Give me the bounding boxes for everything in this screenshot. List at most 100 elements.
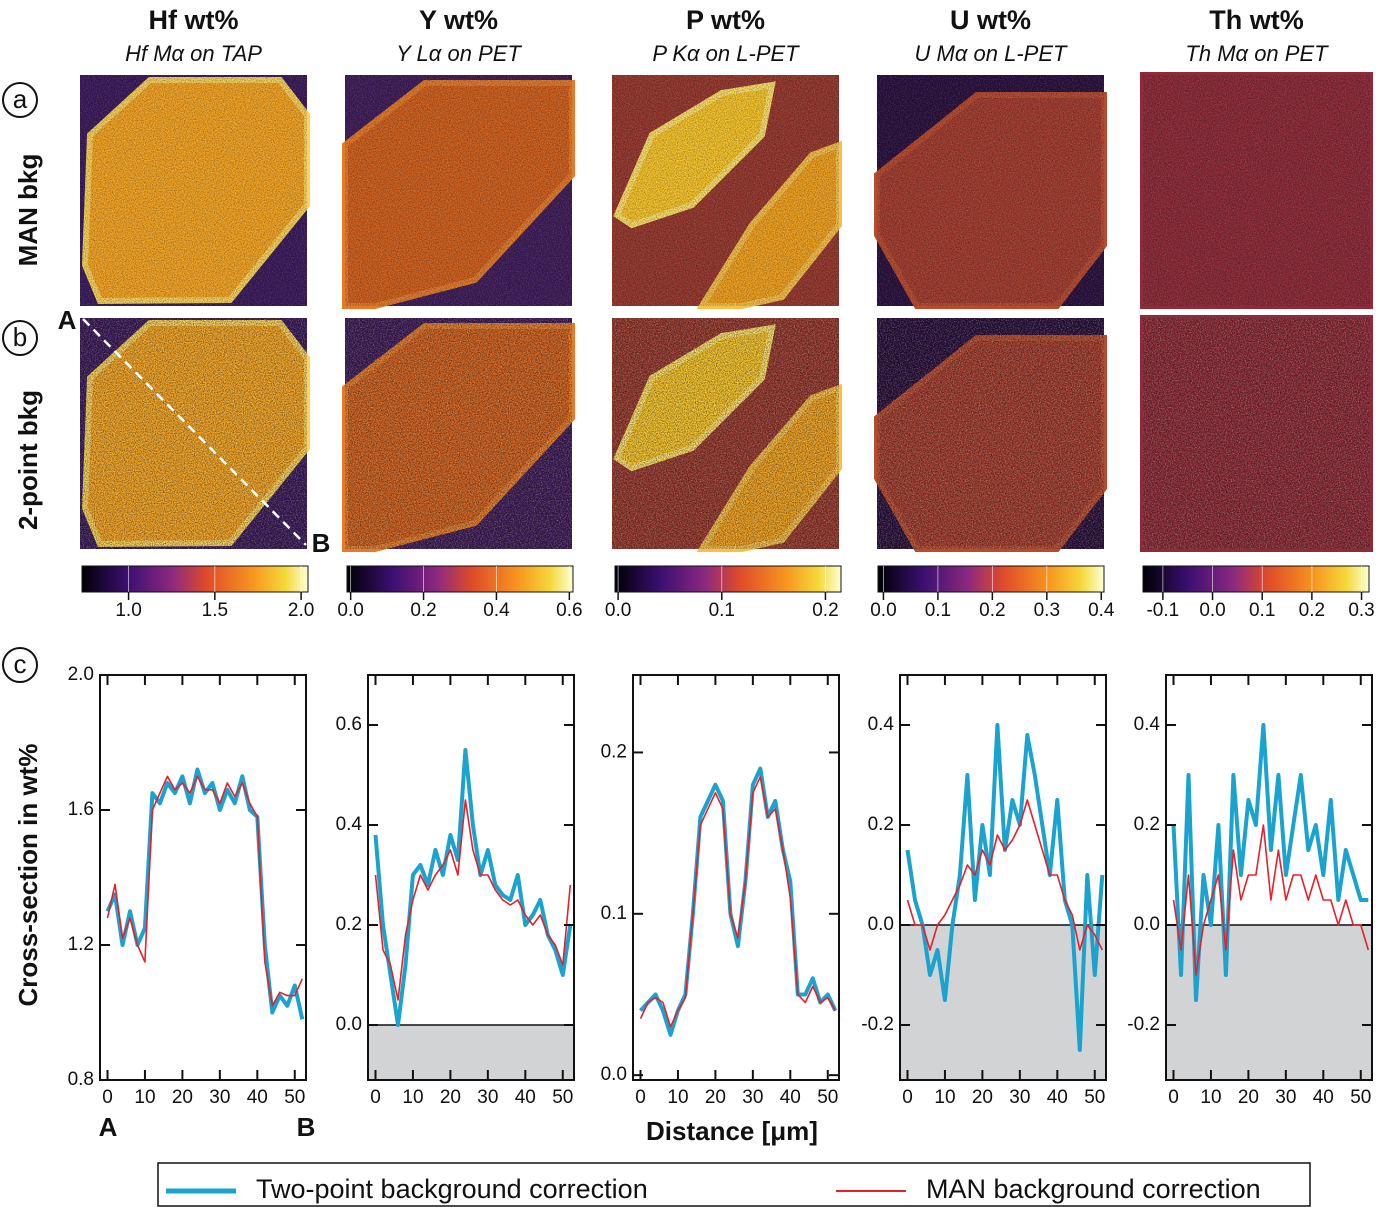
profile-start: A xyxy=(99,1112,118,1142)
colorbar-tick-label: 0.0 xyxy=(1199,600,1225,621)
series-line xyxy=(105,767,305,1020)
x-tick-label: 40 xyxy=(515,1087,536,1108)
series-line xyxy=(639,766,838,1037)
colorbar-tick-label: 0.3 xyxy=(1348,600,1374,621)
x-tick-label: 30 xyxy=(477,1087,498,1108)
x-tick-label: 0 xyxy=(902,1087,913,1108)
y-tick-label: -0.2 xyxy=(1127,1014,1160,1035)
y-axis-label: Cross-section in wt% xyxy=(13,744,43,1007)
legend-label: Two-point background correction xyxy=(256,1174,648,1204)
map-noise-light xyxy=(877,75,1104,306)
y-tick-label: 0.4 xyxy=(336,814,363,835)
y-tick-label: 0.1 xyxy=(601,903,627,924)
x-tick-label: 30 xyxy=(209,1087,230,1108)
colorbar-tick-label: 1.5 xyxy=(202,600,228,621)
letter-circle xyxy=(2,82,38,118)
colorbar-tick-label: 0.4 xyxy=(483,600,510,621)
x-tick-label: 50 xyxy=(817,1087,838,1108)
colorbar-tick-label: 0.1 xyxy=(1249,600,1275,621)
x-tick-label: 10 xyxy=(667,1087,688,1108)
element-map xyxy=(342,318,575,552)
x-tick-label: 20 xyxy=(440,1087,461,1108)
column-title: Y wt% xyxy=(419,5,498,35)
colorbar-tick-label: 0.1 xyxy=(925,600,951,621)
y-tick-label: 0.2 xyxy=(868,814,894,835)
x-tick-label: 0 xyxy=(1168,1087,1179,1108)
colorbar-tick-label: 0.6 xyxy=(556,600,582,621)
colorbar-tick-label: 0.1 xyxy=(709,600,735,621)
x-tick-label: 30 xyxy=(742,1087,763,1108)
colorbar-tick-label: 0.2 xyxy=(812,600,838,621)
x-tick-label: 10 xyxy=(402,1087,423,1108)
colorbar-tick-label: -0.1 xyxy=(1146,600,1179,621)
y-tick-label: 0.0 xyxy=(1134,914,1160,935)
x-tick-label: 40 xyxy=(1047,1087,1068,1108)
map-noise-light xyxy=(80,318,307,549)
y-tick-label: 1.6 xyxy=(68,799,94,820)
colorbar xyxy=(346,565,574,593)
column-subtitle: Hf Mα on TAP xyxy=(125,41,262,66)
colorbar-tick-label: 0.2 xyxy=(979,600,1005,621)
profile-line: A B xyxy=(58,305,331,558)
map-noise-light xyxy=(80,75,307,306)
legend-label: MAN background correction xyxy=(926,1174,1261,1204)
x-tick-label: 20 xyxy=(172,1087,193,1108)
y-tick-label: 0.2 xyxy=(1134,814,1160,835)
x-tick-label: 0 xyxy=(635,1087,646,1108)
panel-letter: c xyxy=(14,649,27,679)
map-noise-light xyxy=(1143,318,1370,549)
profile-start: A xyxy=(58,305,77,335)
row-label: 2-point bkg xyxy=(13,390,43,530)
colorbar-tick-label: 0.2 xyxy=(410,600,436,621)
map-noise-light xyxy=(345,75,572,306)
column-title: U wt% xyxy=(950,5,1031,35)
element-map xyxy=(80,75,310,306)
negative-region xyxy=(900,925,1106,1080)
column-subtitle: P Kα on L-PET xyxy=(652,41,800,66)
element-map xyxy=(874,318,1107,552)
x-tick-label: 30 xyxy=(1275,1087,1296,1108)
column-title: Th wt% xyxy=(1209,5,1304,35)
x-axis-label: Distance [μm] xyxy=(646,1116,818,1146)
y-tick-label: 0.4 xyxy=(1134,714,1161,735)
x-tick-label: 40 xyxy=(1313,1087,1334,1108)
negative-region xyxy=(368,1025,574,1080)
column-subtitle: U Mα on L-PET xyxy=(915,41,1068,66)
colorbar xyxy=(614,565,842,593)
colorbar-tick-label: 1.0 xyxy=(115,600,141,621)
x-tick-label: 10 xyxy=(1200,1087,1221,1108)
profile-end: B xyxy=(297,1112,316,1142)
y-tick-label: 2.0 xyxy=(68,664,94,685)
x-tick-label: 20 xyxy=(1238,1087,1259,1108)
letter-circle xyxy=(2,320,38,356)
x-tick-label: 40 xyxy=(780,1087,801,1108)
colorbar-tick-label: 0.0 xyxy=(870,600,896,621)
x-tick-label: 0 xyxy=(370,1087,381,1108)
y-tick-label: 1.2 xyxy=(68,934,94,955)
x-tick-label: 0 xyxy=(102,1087,113,1108)
series-line xyxy=(373,748,573,1027)
letter-circle xyxy=(2,647,38,683)
profile-end: B xyxy=(312,528,331,558)
y-tick-label: 0.2 xyxy=(601,741,627,762)
x-tick-label: 50 xyxy=(1350,1087,1371,1108)
x-tick-label: 50 xyxy=(1084,1087,1105,1108)
plot-frame xyxy=(99,674,307,1081)
legend-box xyxy=(157,1162,1311,1207)
plot-frame xyxy=(367,674,575,1081)
y-tick-label: 0.0 xyxy=(868,914,894,935)
colorbar-tick-label: 2.0 xyxy=(288,600,314,621)
y-tick-label: 0.4 xyxy=(868,714,895,735)
map-noise-light xyxy=(1143,75,1370,306)
element-map xyxy=(1140,315,1373,552)
y-tick-label: 0.0 xyxy=(336,1014,362,1035)
column-title: P wt% xyxy=(686,5,765,35)
colorbar-tick-label: 0.4 xyxy=(1088,600,1115,621)
plot-frame xyxy=(899,674,1107,1081)
colorbar xyxy=(877,565,1105,593)
x-tick-label: 10 xyxy=(134,1087,155,1108)
map-noise-light xyxy=(612,75,839,306)
column-title: Hf wt% xyxy=(149,5,239,35)
y-tick-label: -0.2 xyxy=(861,1014,894,1035)
row-labels: a MAN bkg b 2-point bkg c Cross-section … xyxy=(2,82,818,1146)
